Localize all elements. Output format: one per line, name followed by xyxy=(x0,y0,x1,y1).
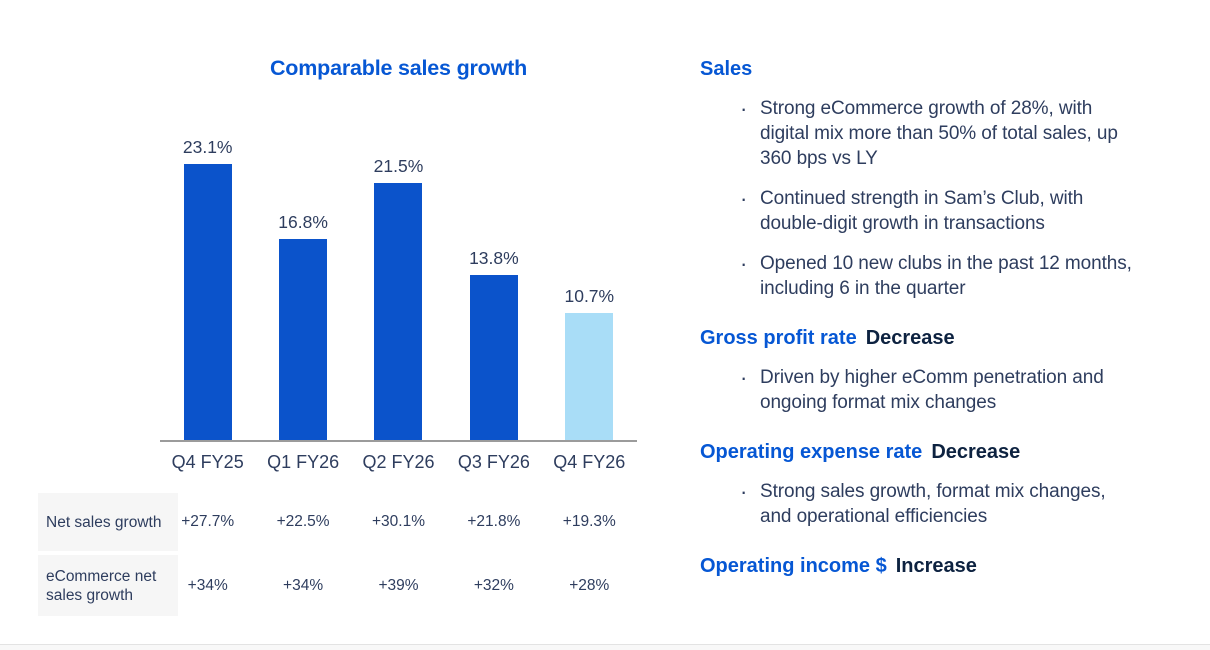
heading-direction: Decrease xyxy=(865,327,955,349)
x-axis-line xyxy=(160,440,637,442)
bullet-list: Strong eCommerce growth of 28%, with dig… xyxy=(700,96,1148,301)
cell-value: +34% xyxy=(283,576,324,594)
section-heading: Gross profit rate Decrease xyxy=(700,326,1148,350)
heading-label: Operating income $ xyxy=(700,555,887,577)
cell-value: +19.3% xyxy=(562,513,616,530)
bar xyxy=(183,163,232,441)
section-sales: Sales Strong eCommerce growth of 28%, wi… xyxy=(700,57,1148,301)
footer-divider xyxy=(0,644,1210,650)
commentary-panel: Sales Strong eCommerce growth of 28%, wi… xyxy=(700,57,1148,593)
bar xyxy=(374,183,423,441)
section-heading: Sales xyxy=(700,57,1148,81)
bullet-item: Driven by higher eComm penetration and o… xyxy=(700,365,1140,415)
bullet-item: Continued strength in Sam’s Club, with d… xyxy=(700,186,1140,236)
bullet-list: Strong sales growth, format mix changes,… xyxy=(700,479,1148,529)
cell-value: +39% xyxy=(378,576,419,594)
cell-value: +27.7% xyxy=(181,513,235,530)
bar xyxy=(565,312,614,441)
cell-value: +21.8% xyxy=(467,513,521,530)
category-label: Q4 FY26 xyxy=(553,452,626,472)
section-heading: Operating expense rate Decrease xyxy=(700,440,1148,464)
category-label: Q3 FY26 xyxy=(457,452,530,472)
heading-label: Sales xyxy=(700,58,753,80)
cell-value: +34% xyxy=(187,576,228,594)
cell-value: +32% xyxy=(473,576,514,594)
bar xyxy=(469,275,518,441)
bar-group: 21.5% xyxy=(351,134,446,441)
row-label: eCommerce net sales growth xyxy=(38,555,178,616)
bar-group: 23.1% xyxy=(160,134,255,441)
bar-chart: 23.1% 16.8% 21.5% 13.8% 10.7% xyxy=(160,134,637,441)
section-gross-profit-rate: Gross profit rate Decrease Driven by high… xyxy=(700,326,1148,415)
bar-value-label: 21.5% xyxy=(373,156,424,176)
bar-group: 16.8% xyxy=(255,134,350,441)
row-label: Net sales growth xyxy=(38,493,178,551)
heading-label: Operating expense rate xyxy=(700,441,923,463)
x-axis-labels: Q4 FY25 Q1 FY26 Q2 FY26 Q3 FY26 Q4 FY26 xyxy=(160,452,637,473)
section-operating-income: Operating income $ Increase xyxy=(700,554,1148,578)
bar-group: 10.7% xyxy=(542,134,637,441)
chart-title: Comparable sales growth xyxy=(269,56,528,80)
bar-value-label: 10.7% xyxy=(564,285,615,306)
bullet-list: Driven by higher eComm penetration and o… xyxy=(700,365,1148,415)
heading-direction: Increase xyxy=(895,555,977,577)
cell-value: +28% xyxy=(569,576,610,594)
table-row: eCommerce net sales growth +34% +34% +39… xyxy=(38,555,637,616)
cell-value: +30.1% xyxy=(371,513,425,530)
section-heading: Operating income $ Increase xyxy=(700,554,1148,578)
bar-value-label: 16.8% xyxy=(278,212,328,233)
cell-value: +22.5% xyxy=(276,513,330,530)
bar-value-label: 23.1% xyxy=(182,136,233,157)
section-operating-expense-rate: Operating expense rate Decrease Strong sa… xyxy=(700,440,1148,529)
bullet-item: Opened 10 new clubs in the past 12 month… xyxy=(700,251,1140,301)
bar-group: 13.8% xyxy=(446,134,541,441)
bar xyxy=(279,239,328,441)
category-label: Q4 FY25 xyxy=(171,452,244,472)
bullet-item: Strong sales growth, format mix changes,… xyxy=(700,479,1140,529)
table-row: Net sales growth +27.7% +22.5% +30.1% +2… xyxy=(38,493,637,551)
category-label: Q2 FY26 xyxy=(362,452,435,472)
heading-label: Gross profit rate xyxy=(700,327,857,349)
category-label: Q1 FY26 xyxy=(267,452,340,472)
heading-direction: Decrease xyxy=(931,441,1021,463)
bar-value-label: 13.8% xyxy=(469,248,519,269)
bullet-item: Strong eCommerce growth of 28%, with dig… xyxy=(700,96,1140,171)
